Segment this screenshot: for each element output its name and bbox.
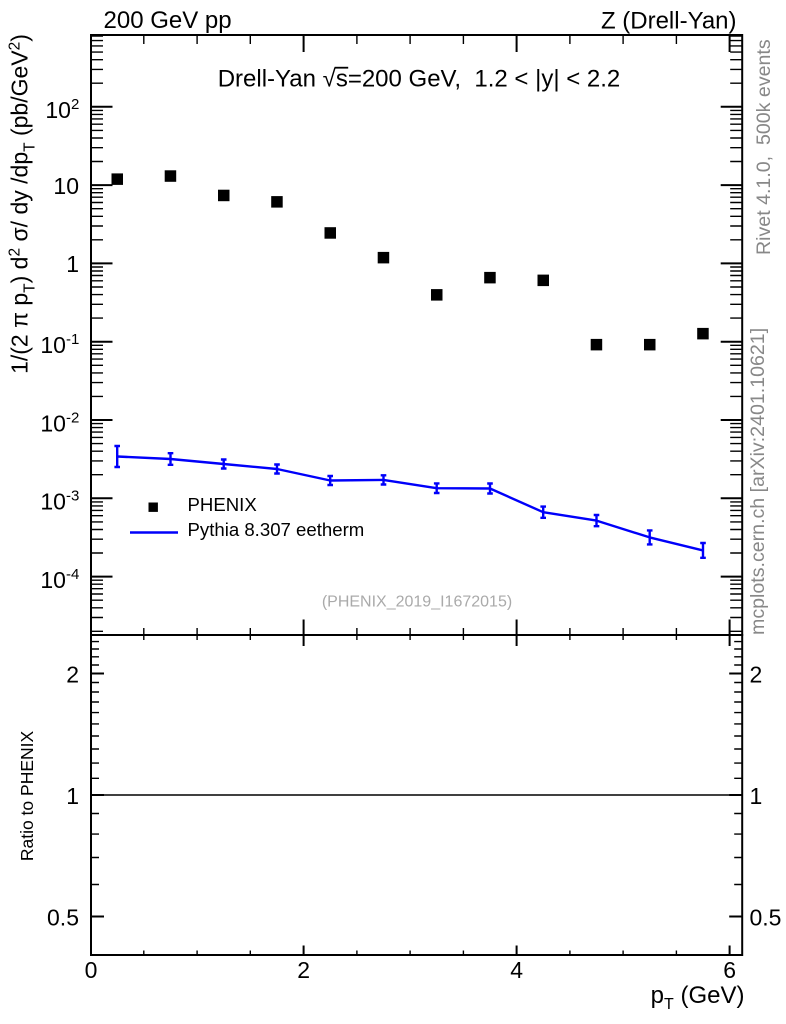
svg-text:(PHENIX_2019_I1672015): (PHENIX_2019_I1672015) (322, 594, 512, 611)
svg-text:1: 1 (750, 783, 763, 809)
svg-text:1: 1 (66, 251, 79, 277)
svg-text:Rivet 4.1.0, 500k events: Rivet 4.1.0, 500k events (753, 39, 775, 255)
svg-text:Pythia 8.307 eetherm: Pythia 8.307 eetherm (188, 519, 365, 540)
svg-text:PHENIX: PHENIX (188, 494, 258, 515)
svg-text:0.5: 0.5 (750, 905, 782, 931)
svg-text:4: 4 (510, 957, 523, 983)
svg-text:200 GeV pp: 200 GeV pp (104, 7, 232, 34)
svg-text:Drell-Yan √s=200 GeV, 1.2 < |: Drell-Yan √s=200 GeV, 1.2 < |y| < 2.2 (218, 66, 621, 93)
svg-text:Z (Drell-Yan): Z (Drell-Yan) (601, 8, 737, 35)
svg-text:2: 2 (750, 662, 763, 688)
svg-text:6: 6 (723, 957, 736, 983)
svg-text:0: 0 (85, 957, 98, 983)
svg-text:10: 10 (53, 173, 79, 199)
svg-text:Ratio to PHENIX: Ratio to PHENIX (17, 731, 37, 862)
svg-text:0.5: 0.5 (47, 905, 79, 931)
svg-text:2: 2 (297, 957, 310, 983)
svg-text:mcplots.cern.ch [arXiv:2401.10: mcplots.cern.ch [arXiv:2401.10621] (747, 328, 769, 635)
svg-text:1: 1 (66, 783, 79, 809)
svg-text:2: 2 (66, 662, 79, 688)
